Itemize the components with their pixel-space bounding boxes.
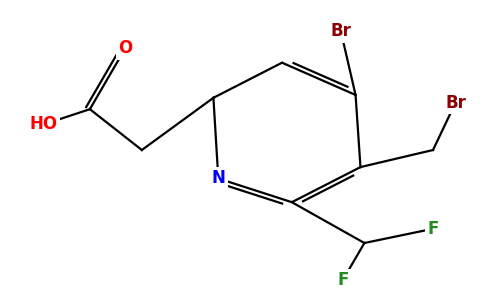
Text: O: O (118, 40, 132, 58)
Text: HO: HO (30, 116, 58, 134)
Text: F: F (337, 271, 348, 289)
Text: Br: Br (445, 94, 466, 112)
Text: F: F (427, 220, 439, 238)
Text: N: N (212, 169, 225, 188)
Text: Br: Br (331, 22, 351, 40)
